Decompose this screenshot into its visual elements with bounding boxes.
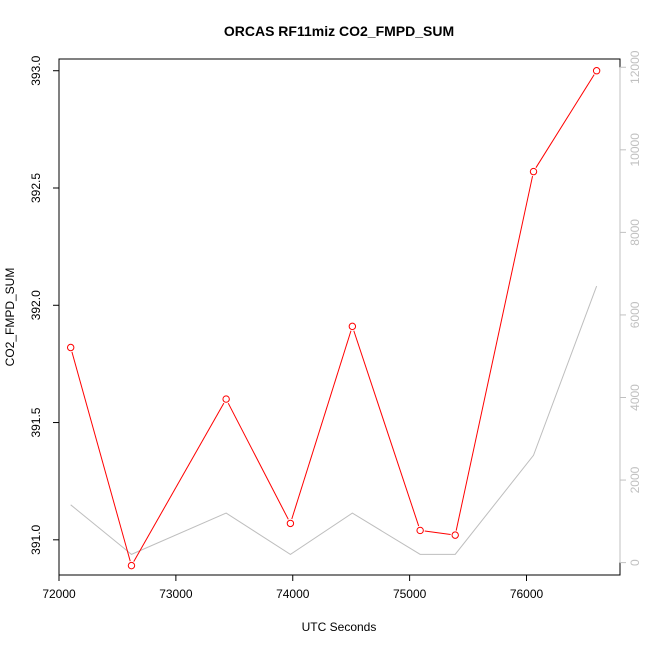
- y2-tick-label: 0: [628, 559, 642, 566]
- x-tick-label: 73000: [159, 587, 193, 601]
- y2-tick-label: 4000: [628, 384, 642, 411]
- series-left: [66, 67, 601, 570]
- y2-tick-label: 12000: [628, 50, 642, 84]
- data-point: [127, 561, 136, 570]
- y-tick-label: 393.0: [29, 55, 43, 85]
- series-right: [70, 285, 598, 555]
- y2-tick-label: 2000: [628, 466, 642, 493]
- x-tick-label: 76000: [510, 587, 544, 601]
- x-axis-label: UTC Seconds: [302, 620, 377, 634]
- y-axis-right: 0 2000 4000 6000 8000 10000 12000: [619, 50, 642, 566]
- series-line-segment: [291, 330, 352, 520]
- y-tick-label: 392.5: [29, 173, 43, 203]
- series-layer: [66, 67, 601, 570]
- data-point: [348, 322, 357, 331]
- y-axis-left: 391.0 391.5 392.0 392.5 393.0: [29, 55, 60, 555]
- x-tick-label: 72000: [42, 587, 76, 601]
- series-line-segment: [353, 330, 420, 527]
- data-point: [66, 343, 75, 352]
- data-point: [529, 167, 538, 176]
- series-line-segment: [535, 74, 595, 168]
- y-tick-label: 391.5: [29, 407, 43, 437]
- x-axis: 72000 73000 74000 75000 76000: [42, 574, 544, 601]
- x-tick-label: 74000: [276, 587, 310, 601]
- data-point: [451, 531, 459, 539]
- series-line-segment: [455, 175, 534, 531]
- x-tick-label: 75000: [393, 587, 427, 601]
- y-axis-label: CO2_FMPD_SUM: [3, 268, 17, 367]
- series-line-segment: [424, 530, 451, 536]
- data-point: [222, 395, 230, 403]
- series-line-segment: [133, 402, 225, 562]
- chart-title: ORCAS RF11miz CO2_FMPD_SUM: [224, 23, 454, 39]
- y2-tick-label: 10000: [628, 133, 642, 167]
- y2-tick-label: 8000: [628, 219, 642, 246]
- y2-tick-label: 6000: [628, 301, 642, 328]
- series-line: [70, 285, 598, 555]
- series-line-segment: [71, 351, 131, 562]
- y-tick-label: 392.0: [29, 290, 43, 320]
- data-point: [416, 526, 424, 535]
- series-line-segment: [227, 402, 289, 520]
- data-point: [286, 519, 295, 528]
- y-tick-label: 391.0: [29, 524, 43, 554]
- data-point: [592, 67, 601, 75]
- plot-frame: [58, 58, 621, 576]
